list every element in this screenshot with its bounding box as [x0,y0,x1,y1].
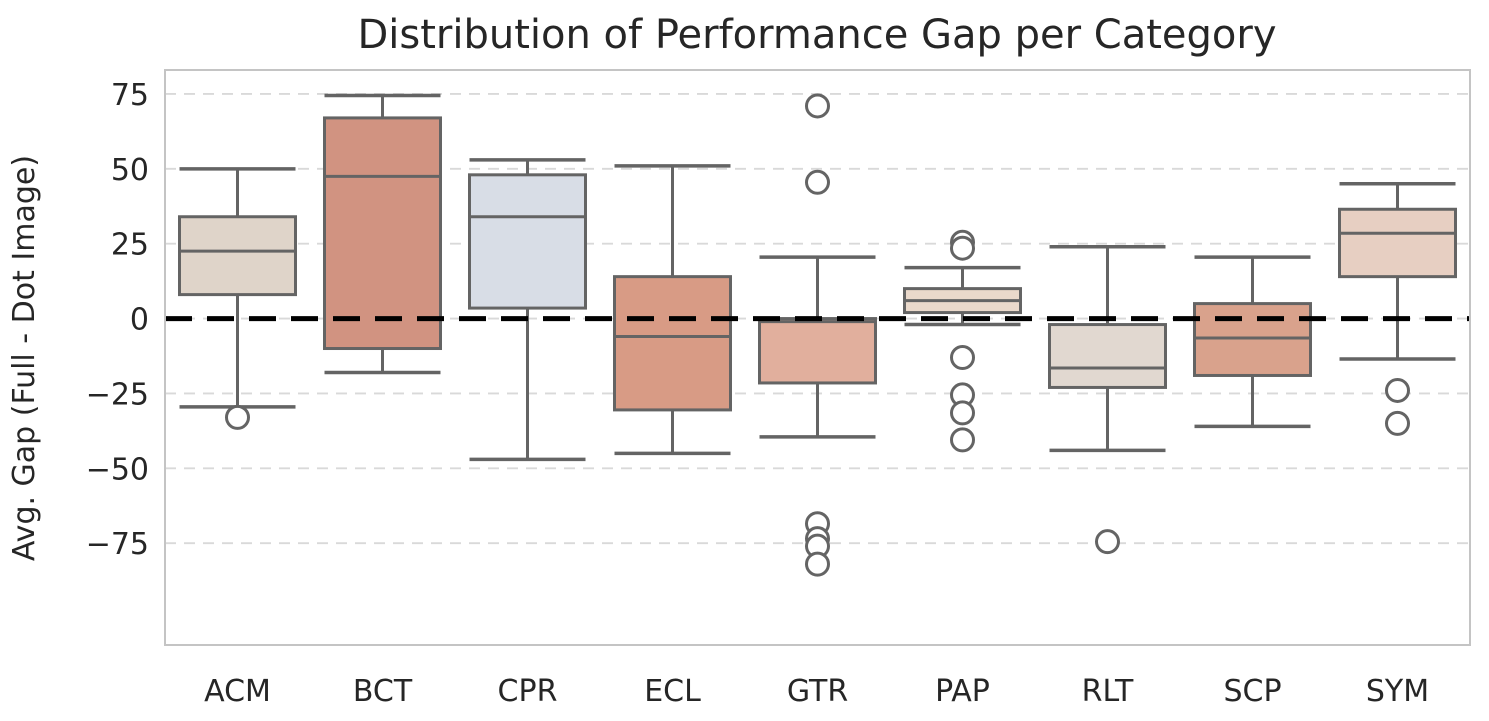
outlier-point [950,427,975,453]
boxplot-ecl [613,164,732,456]
iqr-box [323,116,442,351]
outlier-point [225,404,250,430]
boxplot-bct [323,93,442,375]
x-category-label: RLT [1082,674,1134,709]
plot-frame [164,69,1471,646]
x-category-label: ECL [644,674,701,709]
x-category-label: SCP [1223,674,1281,709]
boxplot-pap [903,229,1022,453]
iqr-box [758,317,877,385]
x-category-label: PAP [935,674,990,709]
chart-title: Distribution of Performance Gap per Cate… [357,12,1276,58]
outlier-point [805,551,830,577]
boxplot-rlt [1048,244,1167,555]
iqr-box [178,215,297,297]
y-tick-label: 50 [111,153,149,188]
outlier-point [805,169,830,195]
outlier-point [1095,529,1120,555]
x-category-label: CPR [498,674,558,709]
outlier-point [950,400,975,426]
x-category-label: SYM [1366,674,1429,709]
outlier-point [950,345,975,370]
boxplot-gtr [758,93,877,577]
boxplot-cpr [468,158,587,462]
box-layer [178,93,1457,577]
outlier-point [805,93,830,119]
y-axis-label: Avg. Gap (Full - Dot Image) [7,155,42,561]
iqr-box [613,275,732,412]
outlier-point [1385,377,1410,403]
y-tick-label: −50 [86,452,149,487]
outlier-point [1385,410,1410,436]
x-category-labels: ACM BCT CPR ECL GTR PAP RLT SCP SYM [204,674,1429,709]
y-tick-label: 0 [130,303,149,338]
iqr-box [1338,207,1457,279]
boxplot-acm [178,167,297,430]
boxplot-scp [1193,255,1312,429]
y-tick-label: 25 [111,228,149,263]
outlier-point [950,235,975,261]
axes-frame [164,69,1471,646]
y-tick-label: 75 [111,78,149,113]
iqr-box [1048,323,1167,389]
y-tick-label: −25 [86,377,149,412]
x-category-label: GTR [787,674,848,709]
y-tick-labels: 75 50 25 0 −25 −50 −75 [86,78,149,562]
iqr-box [468,173,587,310]
boxplot-sym [1338,182,1457,436]
x-category-label: BCT [353,674,413,709]
x-category-label: ACM [204,674,271,709]
y-tick-label: −75 [86,527,149,562]
